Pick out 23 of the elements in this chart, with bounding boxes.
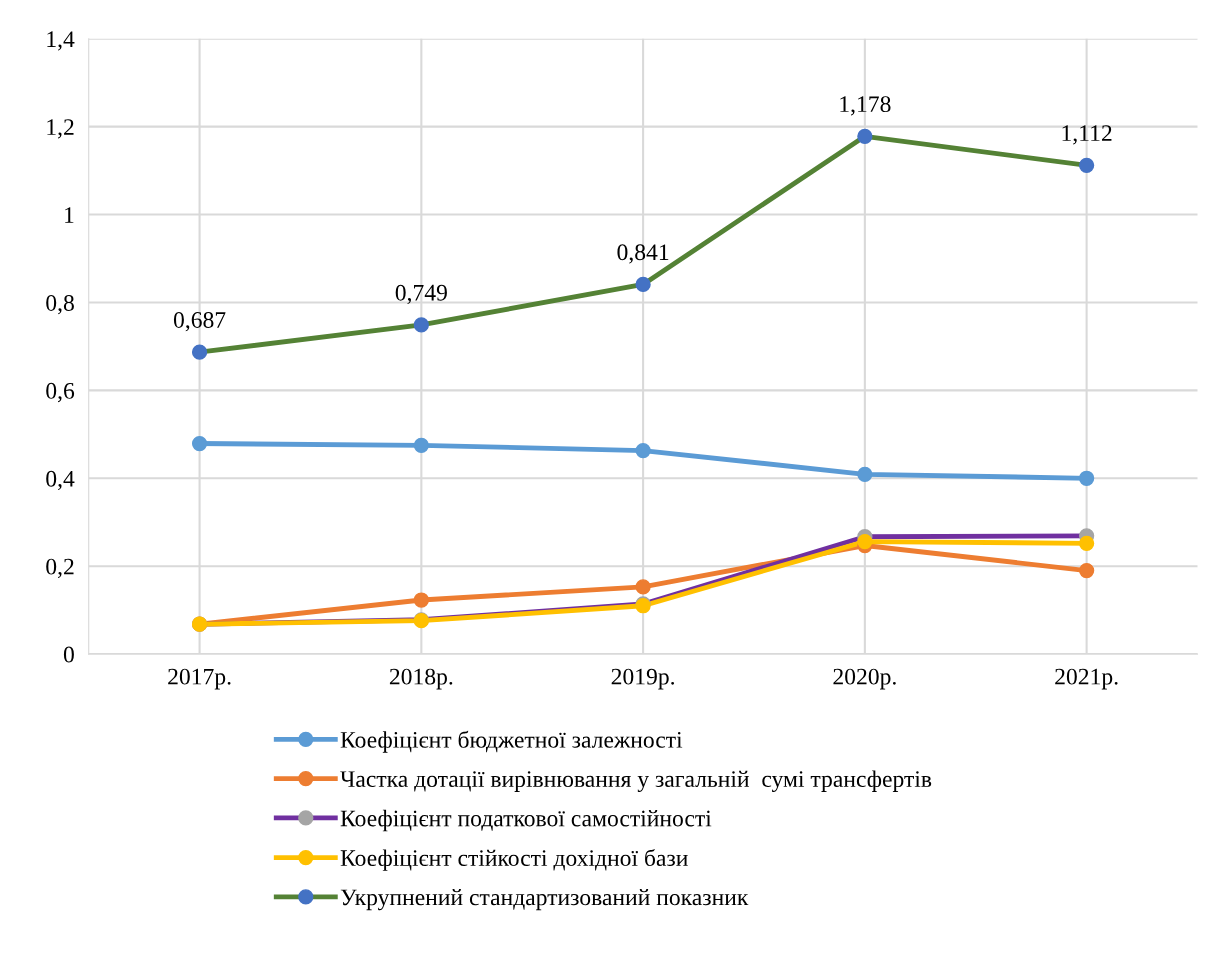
y-tick-label: 0: [63, 646, 74, 663]
x-tick-label: 2021р.: [1055, 668, 1118, 690]
y-tick-label: 1,2: [47, 119, 74, 139]
legend-label: Частка дотації вирівнювання у загальній сумі трансфертів: [340, 770, 932, 792]
x-tick-label: 2019р.: [611, 668, 675, 690]
x-tick-label: 2018р.: [389, 668, 453, 690]
legend-label: Коефіцієнт бюджетної залежності: [340, 730, 683, 753]
x-tick-label: 2017р.: [168, 668, 231, 690]
x-tick-label: 2020р.: [833, 668, 896, 690]
y-tick-label: 0,4: [46, 470, 75, 491]
y-tick-label: 0,6: [46, 382, 75, 403]
legend-label: Укрупнений стандартизований показник: [340, 888, 749, 911]
y-tick-label: 1: [65, 207, 74, 223]
data-label: 1,112: [1062, 125, 1112, 145]
y-tick-label: 1,4: [47, 31, 75, 51]
data-label: 0,841: [617, 244, 669, 264]
data-label: 0,687: [173, 311, 226, 332]
legend-label: Коефіцієнт стійкості дохідної бази: [340, 848, 688, 871]
data-label: 0,749: [395, 284, 447, 305]
data-label: 1,178: [840, 96, 891, 116]
y-tick-label: 0,2: [46, 558, 74, 578]
y-tick-label: 0,8: [46, 294, 74, 315]
legend-label: Коефіцієнт податкової самостійності: [340, 809, 712, 832]
